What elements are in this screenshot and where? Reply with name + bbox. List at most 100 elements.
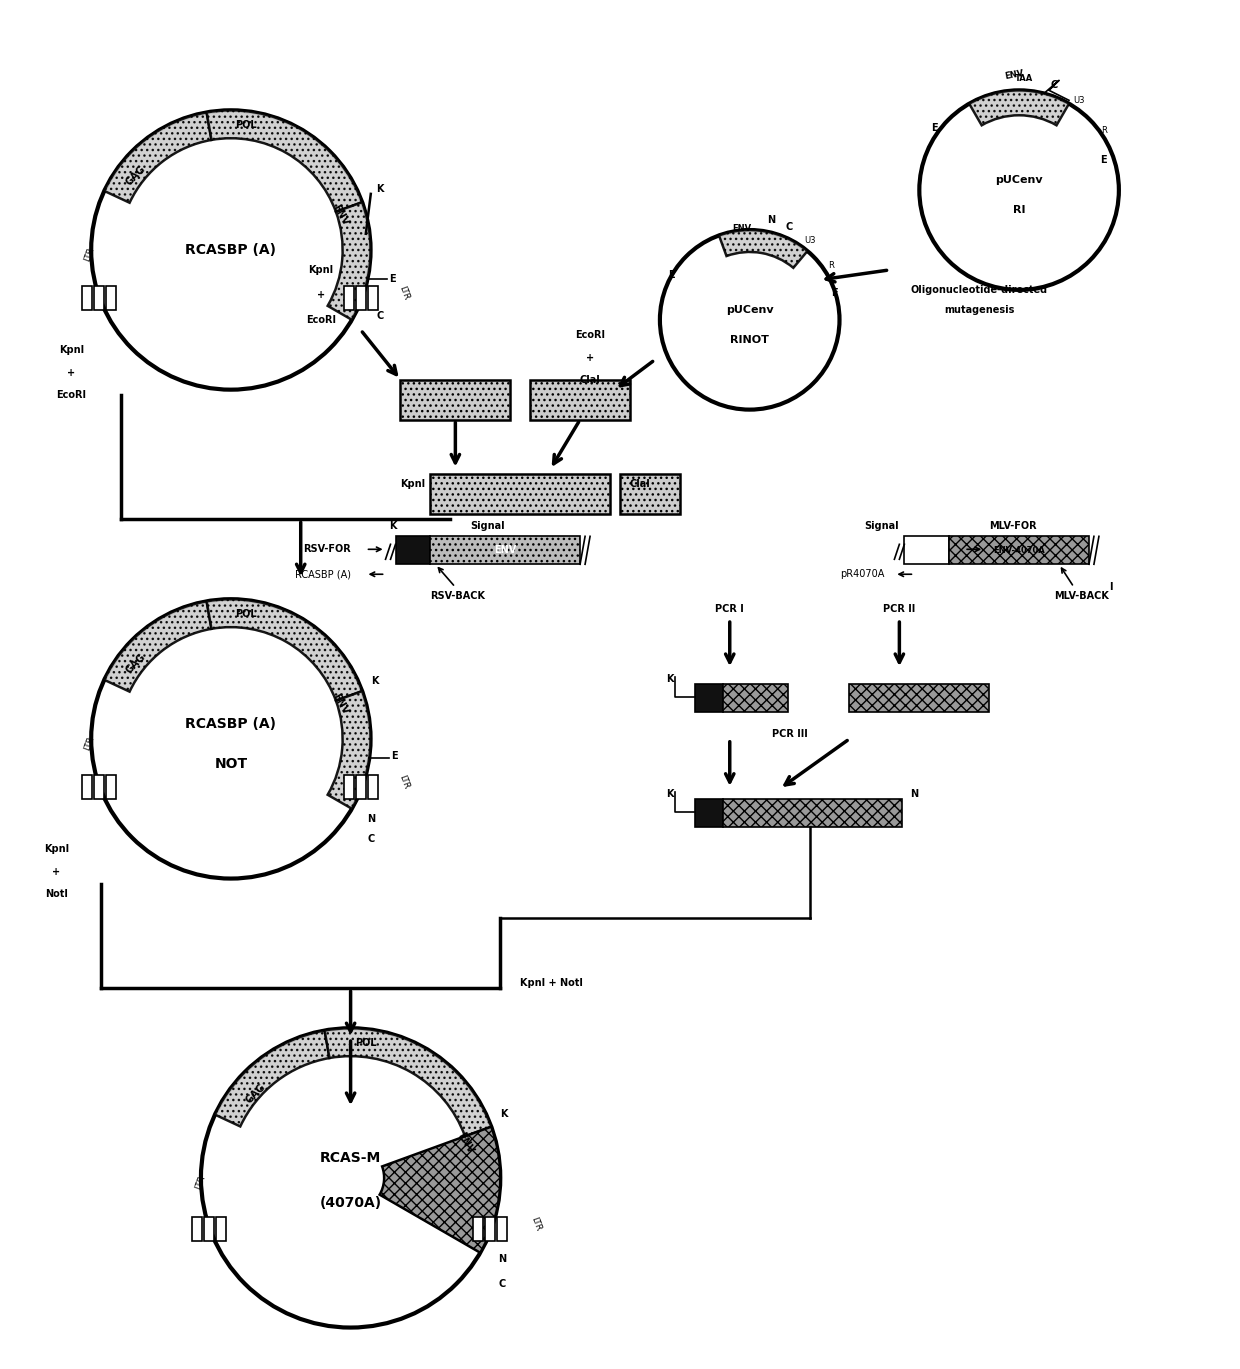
Bar <box>94 775 104 798</box>
FancyBboxPatch shape <box>694 798 723 827</box>
Text: U3: U3 <box>804 235 816 245</box>
Text: ClaI: ClaI <box>630 479 651 490</box>
Text: KpnI: KpnI <box>308 266 334 275</box>
Text: ENV: ENV <box>1004 70 1024 82</box>
Text: C: C <box>498 1279 506 1288</box>
Text: ClaI: ClaI <box>579 375 600 385</box>
Text: GAG: GAG <box>124 163 148 188</box>
Text: POL: POL <box>236 609 257 619</box>
FancyBboxPatch shape <box>620 475 680 515</box>
Text: U3: U3 <box>1073 96 1085 105</box>
Bar <box>345 286 355 309</box>
Text: E: E <box>389 274 396 283</box>
FancyBboxPatch shape <box>950 537 1089 564</box>
Text: +: + <box>587 353 594 363</box>
Text: ENV-4070A: ENV-4070A <box>993 546 1045 554</box>
Text: Signal: Signal <box>470 522 505 531</box>
Text: E: E <box>931 123 937 133</box>
Text: E: E <box>1101 155 1107 166</box>
Text: ENV: ENV <box>331 203 351 227</box>
Wedge shape <box>325 1028 491 1136</box>
Text: ENV: ENV <box>455 1131 475 1155</box>
Text: KpnI: KpnI <box>401 479 425 490</box>
Text: E: E <box>391 752 398 761</box>
Text: K: K <box>666 674 673 684</box>
Text: N: N <box>910 789 919 798</box>
Bar <box>105 775 115 798</box>
Text: +: + <box>67 368 76 378</box>
Wedge shape <box>207 600 362 701</box>
Text: MLV-FOR: MLV-FOR <box>990 522 1037 531</box>
Wedge shape <box>104 601 212 691</box>
Bar <box>105 286 115 309</box>
Text: pUCenv: pUCenv <box>725 305 774 315</box>
Text: MLV-BACK: MLV-BACK <box>1054 591 1109 601</box>
Bar <box>216 1217 226 1242</box>
Text: RSV-FOR: RSV-FOR <box>303 545 351 554</box>
Text: RCASBP (A): RCASBP (A) <box>295 570 351 579</box>
Text: Oligonucleotide-directed: Oligonucleotide-directed <box>910 285 1048 294</box>
Text: KpnI + NotI: KpnI + NotI <box>521 979 583 988</box>
FancyBboxPatch shape <box>396 537 430 564</box>
Bar <box>356 286 366 309</box>
Text: POL: POL <box>236 120 257 130</box>
FancyBboxPatch shape <box>694 684 723 712</box>
Text: LTR: LTR <box>83 735 97 752</box>
Text: N: N <box>498 1254 506 1264</box>
Text: E: E <box>668 270 676 279</box>
FancyBboxPatch shape <box>723 684 787 712</box>
Text: RINOT: RINOT <box>730 335 769 345</box>
FancyBboxPatch shape <box>849 684 990 712</box>
Text: NOT: NOT <box>215 757 248 771</box>
Text: K: K <box>376 183 383 194</box>
Text: PCR I: PCR I <box>715 604 744 615</box>
Text: LTR: LTR <box>83 246 97 263</box>
Text: +: + <box>316 290 325 300</box>
Wedge shape <box>104 112 212 203</box>
FancyBboxPatch shape <box>723 798 903 827</box>
Wedge shape <box>719 230 807 268</box>
Text: EcoRI: EcoRI <box>306 315 336 324</box>
Text: PCR III: PCR III <box>771 728 807 739</box>
Text: GAG: GAG <box>244 1082 268 1105</box>
Text: ENV: ENV <box>494 545 516 556</box>
Text: KpnI: KpnI <box>58 345 84 355</box>
Bar <box>82 286 92 309</box>
FancyBboxPatch shape <box>401 379 510 419</box>
Text: I: I <box>1109 582 1112 593</box>
FancyBboxPatch shape <box>531 379 630 419</box>
Text: C: C <box>786 222 794 231</box>
Text: K: K <box>500 1109 507 1120</box>
Bar <box>474 1217 484 1242</box>
Bar <box>205 1217 215 1242</box>
Bar <box>94 286 104 309</box>
Text: ENV: ENV <box>331 691 351 716</box>
Text: C: C <box>1050 81 1058 90</box>
Wedge shape <box>215 1031 330 1127</box>
Text: K: K <box>389 522 397 531</box>
Bar <box>345 775 355 798</box>
Bar <box>82 775 92 798</box>
Text: PCR II: PCR II <box>883 604 915 615</box>
Text: mutagenesis: mutagenesis <box>944 305 1014 315</box>
Bar <box>356 775 366 798</box>
Text: RI: RI <box>1013 205 1025 215</box>
Bar <box>192 1217 202 1242</box>
Text: LTR: LTR <box>397 773 410 790</box>
Text: LTR: LTR <box>193 1175 207 1191</box>
Text: TAA: TAA <box>1016 74 1033 84</box>
FancyBboxPatch shape <box>904 537 950 564</box>
Text: N: N <box>367 815 376 824</box>
Wedge shape <box>327 691 371 809</box>
Text: K: K <box>371 676 378 686</box>
Text: Signal: Signal <box>864 522 899 531</box>
Bar <box>497 1217 507 1242</box>
Text: +: + <box>52 867 61 876</box>
Text: KpnI: KpnI <box>43 843 69 854</box>
Text: GAG: GAG <box>124 652 148 676</box>
FancyBboxPatch shape <box>430 475 610 515</box>
Bar <box>485 1217 495 1242</box>
Text: N: N <box>768 215 776 225</box>
Text: LTR: LTR <box>529 1216 543 1232</box>
Text: EcoRI: EcoRI <box>56 390 87 400</box>
